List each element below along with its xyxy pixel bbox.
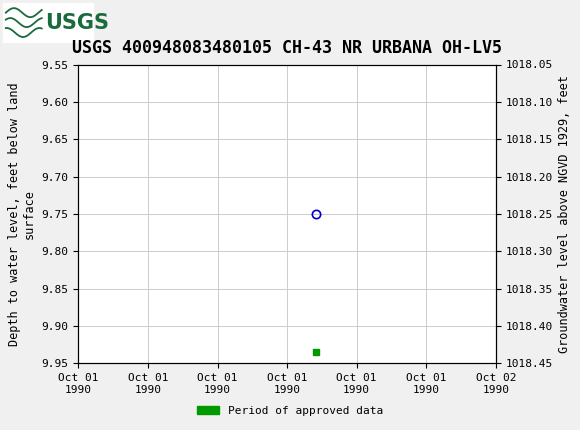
Legend: Period of approved data: Period of approved data bbox=[193, 401, 387, 420]
FancyBboxPatch shape bbox=[3, 3, 93, 43]
Text: USGS: USGS bbox=[45, 12, 109, 33]
Y-axis label: Depth to water level, feet below land
surface: Depth to water level, feet below land su… bbox=[8, 82, 36, 346]
Title: USGS 400948083480105 CH-43 NR URBANA OH-LV5: USGS 400948083480105 CH-43 NR URBANA OH-… bbox=[72, 40, 502, 57]
Y-axis label: Groundwater level above NGVD 1929, feet: Groundwater level above NGVD 1929, feet bbox=[559, 75, 571, 353]
